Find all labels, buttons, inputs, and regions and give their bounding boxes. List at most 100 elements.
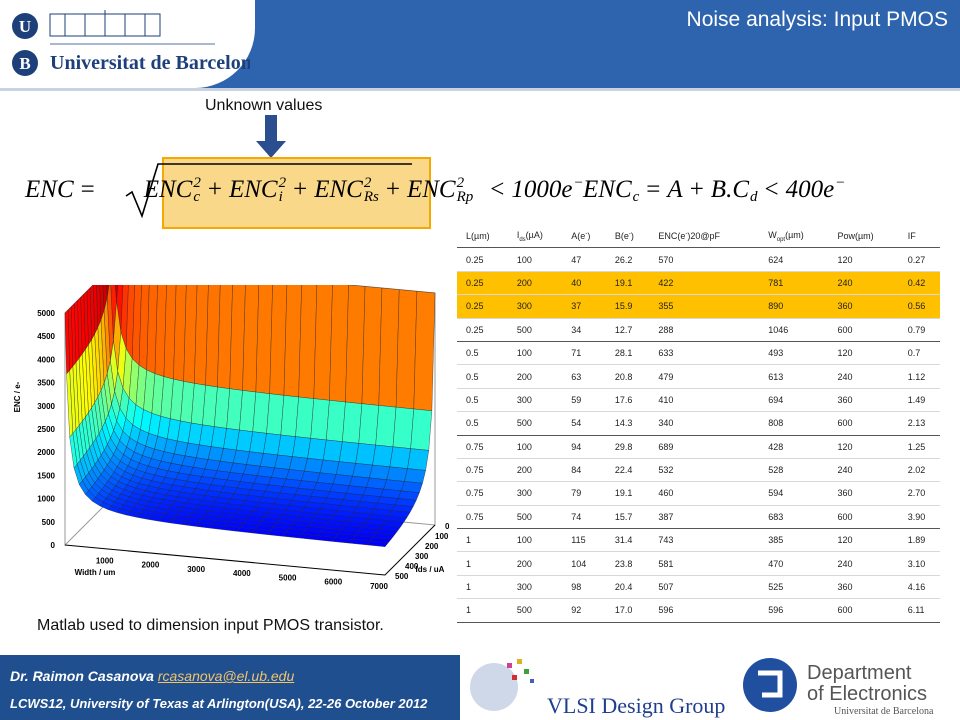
- segment: 1000e −: [511, 176, 583, 204]
- email-link[interactable]: rcasanova@el.ub.edu: [157, 668, 295, 684]
- table-cell: 0.42: [898, 271, 940, 296]
- x-tick-label: 7000: [370, 582, 388, 591]
- table-cell: 1.49: [898, 388, 940, 413]
- table-cell: 694: [759, 388, 829, 413]
- table-row: 1 300 98 20.4 507 525 360 4.16: [457, 575, 940, 600]
- table-cell: 100: [507, 435, 563, 459]
- table-row: 0.5 100 71 28.1 633 493 120 0.7: [457, 341, 940, 366]
- slide-title: Noise analysis: Input PMOS: [686, 8, 948, 31]
- table-cell: 34: [562, 318, 606, 342]
- surface-patch: [349, 475, 370, 488]
- table-row: 1 100 115 31.4 743 385 120 1.89: [457, 528, 940, 553]
- header-cell: B(e-): [605, 225, 650, 249]
- dot: [524, 669, 529, 674]
- table-cell: 84: [562, 458, 606, 483]
- surface-patch: [319, 459, 340, 475]
- table-cell: 120: [828, 247, 899, 272]
- header-text: B(e: [614, 231, 629, 242]
- results-table: L(µm) Ids(µA) A(e-) B(e-) ENC(e-)20@pF Wopt(µ…: [457, 225, 940, 623]
- table-cell: 12.7: [605, 318, 650, 342]
- dot: [517, 659, 522, 664]
- segment: +: [683, 176, 711, 204]
- table-row: 0.75 200 84 22.4 532 528 240 2.02: [457, 458, 940, 483]
- subscript: opt: [776, 236, 786, 243]
- table-cell: 92: [562, 598, 606, 623]
- table-cell: 98: [562, 575, 606, 600]
- table-row: 0.25 200 40 19.1 422 781 240 0.42: [457, 271, 940, 296]
- table-row: 0.5 200 63 20.8 479 613 240 1.12: [457, 364, 940, 389]
- scripts: d: [750, 176, 758, 205]
- radical: [125, 163, 412, 219]
- header-cell: ENC(e-)20@pF: [649, 225, 760, 249]
- footer-logos: VLSI Design Group Department of Electron…: [470, 658, 934, 718]
- dot: [530, 679, 534, 683]
- header-row: L(µm) Ids(µA) A(e-) B(e-) ENC(e-)20@pF Wopt(µ…: [457, 225, 940, 249]
- y-tick-label: 0: [445, 522, 450, 531]
- x-axis-label: Width / um: [75, 568, 116, 577]
- table-cell: 240: [828, 271, 899, 296]
- scripts: 2 Rp: [457, 176, 474, 205]
- x-tick-label: 6000: [324, 578, 342, 587]
- z-tick-label: 5000: [37, 309, 55, 318]
- table-cell: 683: [759, 505, 829, 530]
- segment-text: +: [293, 176, 308, 203]
- surface-patch: [342, 401, 363, 444]
- table-cell: 31.4: [605, 528, 650, 553]
- x-tick-label: 3000: [187, 565, 205, 574]
- table-cell: 94: [562, 435, 606, 459]
- z-tick-label: 1000: [37, 495, 55, 504]
- surface-patch: [316, 472, 337, 485]
- header-text: (µA): [525, 229, 543, 240]
- y-axis-label: Ids / uA: [416, 565, 445, 574]
- table-cell: 624: [759, 247, 829, 272]
- surface-patch: [335, 461, 356, 477]
- header-text: I: [516, 229, 520, 240]
- segment-text: 400e: [785, 176, 835, 203]
- dot: [507, 663, 512, 668]
- surface-patch: [326, 400, 346, 442]
- segment-text: +: [689, 176, 704, 203]
- ub-logo: U B Universitat de Barcelona: [12, 10, 250, 76]
- y-tick-label: 200: [425, 542, 439, 551]
- table-cell: 470: [759, 551, 829, 576]
- table-cell: 0.7: [898, 341, 940, 366]
- surface-patch: [332, 474, 353, 486]
- table-cell: 28.1: [605, 341, 650, 366]
- segment: ENC 2 i: [228, 176, 286, 205]
- segment-text: ENC: [228, 176, 278, 203]
- table-row: 0.5 300 59 17.6 410 694 360 1.49: [457, 388, 940, 413]
- header-text: ): [630, 231, 634, 242]
- table-cell: 3.90: [898, 505, 940, 530]
- table-cell: 15.9: [605, 294, 650, 319]
- table-cell: 525: [759, 575, 829, 600]
- segment: <: [758, 176, 786, 204]
- table-cell: 360: [828, 388, 899, 413]
- segment: A: [667, 176, 682, 204]
- surface-patch: [352, 463, 373, 479]
- superscript: -: [628, 231, 631, 238]
- subscript: Rs: [363, 189, 379, 205]
- table-cell: 59: [562, 388, 606, 413]
- table-cell: 355: [649, 294, 760, 319]
- table-cell: 40: [562, 271, 606, 296]
- table-cell: 387: [649, 505, 760, 530]
- table-cell: 0.75: [457, 481, 508, 506]
- sqrt-sign: [125, 163, 412, 219]
- table-cell: 20.4: [605, 575, 650, 600]
- table-cell: 600: [828, 318, 899, 342]
- table-cell: 428: [759, 435, 829, 459]
- segment-text: ENC: [25, 176, 74, 203]
- table-row: 1 200 104 23.8 581 470 240 3.10: [457, 551, 940, 576]
- segment: ENC 2 c: [144, 176, 201, 205]
- table-cell: 6.11: [898, 598, 940, 623]
- surface-patch: [355, 443, 376, 466]
- table-cell: 115: [562, 528, 606, 553]
- dept-line: Department: [807, 662, 912, 684]
- table-cell: 532: [649, 458, 760, 483]
- table-cell: 360: [828, 294, 899, 319]
- logo-letter: U: [19, 17, 31, 36]
- table-cell: 23.8: [605, 551, 650, 576]
- table-cell: 0.5: [457, 388, 508, 413]
- table-cell: 781: [759, 271, 829, 296]
